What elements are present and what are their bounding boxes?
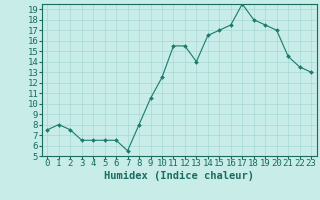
X-axis label: Humidex (Indice chaleur): Humidex (Indice chaleur) <box>104 171 254 181</box>
